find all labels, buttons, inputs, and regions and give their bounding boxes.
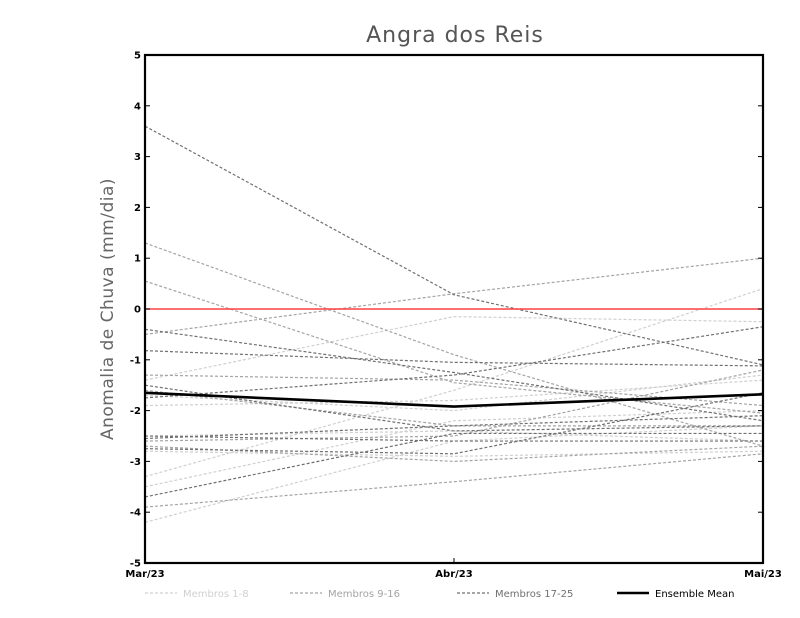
- y-tick-label: 2: [134, 203, 141, 214]
- y-tick-label: -2: [130, 406, 141, 417]
- member-line-8: [144, 374, 764, 412]
- y-tick-label: 1: [134, 254, 141, 265]
- ensemble-mean-line: [144, 391, 764, 408]
- member-line-11: [144, 257, 764, 335]
- member-line-23: [144, 432, 763, 498]
- legend-label-3: Membros 17-25: [495, 589, 573, 600]
- member-line-13: [144, 445, 764, 463]
- member-line-24: [144, 326, 764, 399]
- member-line-14: [144, 453, 764, 508]
- series-group-1: [144, 288, 764, 523]
- y-axis-label: Anomalia de Chuva (mm/dia): [98, 178, 118, 440]
- member-line-1: [144, 425, 764, 523]
- y-tick-label: 3: [134, 152, 141, 163]
- series-group-3: [144, 125, 764, 498]
- y-tick-label: -3: [130, 457, 141, 468]
- member-line-18: [144, 328, 764, 422]
- member-line-21: [144, 415, 764, 440]
- member-line-7: [144, 288, 764, 478]
- y-tick-label: -4: [130, 508, 141, 519]
- x-tick-label: Abr/23: [435, 569, 472, 580]
- member-line-25: [144, 435, 763, 442]
- member-line-3: [144, 430, 764, 442]
- member-line-10: [144, 280, 764, 414]
- legend: Membros 1-8 Membros 9-16 Membros 17-25 Ense…: [145, 589, 734, 600]
- legend-label-4: Ensemble Mean: [655, 589, 734, 600]
- member-line-5: [144, 316, 764, 381]
- x-tick-label: Mai/23: [744, 569, 782, 580]
- y-tick-label: -5: [130, 559, 141, 570]
- series-group-2: [144, 242, 764, 508]
- y-tick-label: -1: [130, 355, 141, 366]
- member-line-4: [144, 379, 764, 407]
- legend-label-2: Membros 9-16: [328, 589, 400, 600]
- member-line-19: [144, 350, 764, 367]
- y-tick-label: 4: [134, 101, 141, 112]
- member-line-20: [144, 384, 764, 432]
- member-line-17: [144, 125, 764, 366]
- member-line-12: [144, 374, 764, 407]
- x-tick-label: Mar/23: [125, 569, 164, 580]
- member-line-9: [144, 242, 764, 447]
- member-line-22: [144, 392, 764, 455]
- member-line-6: [144, 450, 764, 457]
- chart-title: Angra dos Reis: [366, 23, 544, 48]
- member-line-2: [144, 410, 764, 488]
- y-tick-label: 5: [134, 51, 141, 62]
- legend-label-1: Membros 1-8: [183, 589, 249, 600]
- member-line-15: [144, 389, 763, 427]
- y-tick-label: 0: [134, 305, 141, 316]
